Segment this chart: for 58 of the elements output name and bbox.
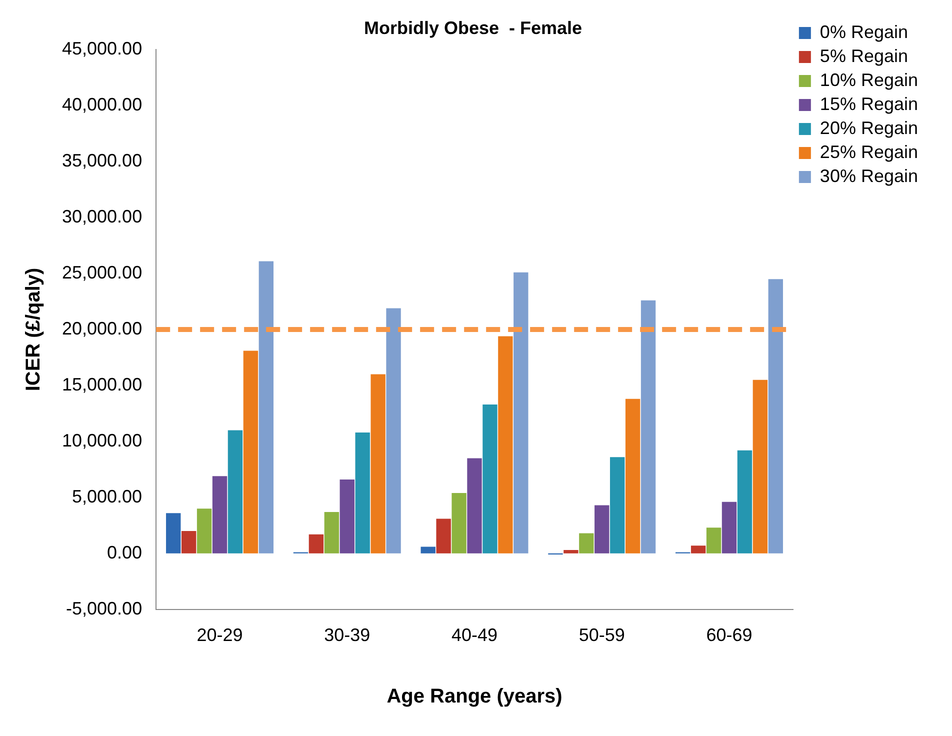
x-axis-title: Age Range (years) — [386, 686, 562, 708]
y-tick-label: 20,000.00 — [62, 318, 142, 338]
bar — [482, 404, 498, 554]
y-tick-label: -5,000.00 — [66, 598, 142, 618]
bar — [752, 380, 768, 554]
y-tick-label: 45,000.00 — [62, 38, 142, 59]
y-tick-label: 40,000.00 — [62, 94, 142, 115]
bar — [212, 476, 228, 554]
bar — [420, 546, 436, 554]
bar — [722, 502, 737, 554]
bar — [355, 432, 370, 554]
bar — [706, 528, 722, 554]
legend-label: 20% Regain — [820, 118, 918, 138]
bar — [181, 531, 196, 554]
bar — [258, 261, 274, 554]
legend-label: 30% Regain — [820, 166, 918, 186]
bar — [625, 398, 640, 554]
chart-title: Morbidly Obese - Female — [364, 18, 582, 38]
x-tick-label: 50-59 — [578, 625, 625, 646]
bar — [436, 518, 451, 554]
y-axis-title: ICER (£/qaly) — [22, 268, 45, 392]
y-tick-label: 25,000.00 — [62, 262, 142, 282]
bar — [243, 350, 258, 554]
bar — [610, 457, 625, 554]
y-tick-label: 0.00 — [107, 542, 142, 562]
bar — [340, 480, 354, 554]
x-tick-label: 60-69 — [706, 625, 752, 646]
x-tick-label: 30-39 — [324, 625, 370, 646]
bar — [579, 533, 594, 554]
legend-label: 25% Regain — [820, 142, 918, 162]
bar — [498, 336, 513, 554]
y-tick-label: 10,000.00 — [62, 430, 142, 450]
legend-label: 15% Regain — [820, 94, 918, 114]
bar — [228, 430, 243, 554]
bar — [370, 374, 386, 554]
bar — [324, 512, 340, 554]
x-tick-label: 40-49 — [451, 625, 498, 646]
y-tick-label: 30,000.00 — [62, 206, 142, 227]
bar — [594, 505, 610, 554]
y-tick-label: 5,000.00 — [72, 486, 142, 506]
y-tick-label: 35,000.00 — [62, 150, 142, 171]
bar — [452, 492, 466, 554]
bar — [308, 534, 324, 554]
bar — [166, 513, 181, 554]
bar — [467, 458, 482, 554]
bar — [690, 546, 706, 554]
bar — [737, 450, 752, 554]
bar — [514, 272, 528, 554]
bar — [196, 508, 212, 554]
bar — [564, 550, 578, 554]
legend-label: 5% Regain — [820, 46, 908, 66]
bar — [640, 300, 656, 554]
legend-label: 10% Regain — [820, 70, 918, 90]
legend-label: 0% Regain — [820, 22, 908, 42]
bar — [768, 279, 783, 554]
y-tick-label: 15,000.00 — [62, 374, 142, 394]
x-tick-label: 20-29 — [196, 625, 243, 646]
bar — [386, 308, 401, 554]
